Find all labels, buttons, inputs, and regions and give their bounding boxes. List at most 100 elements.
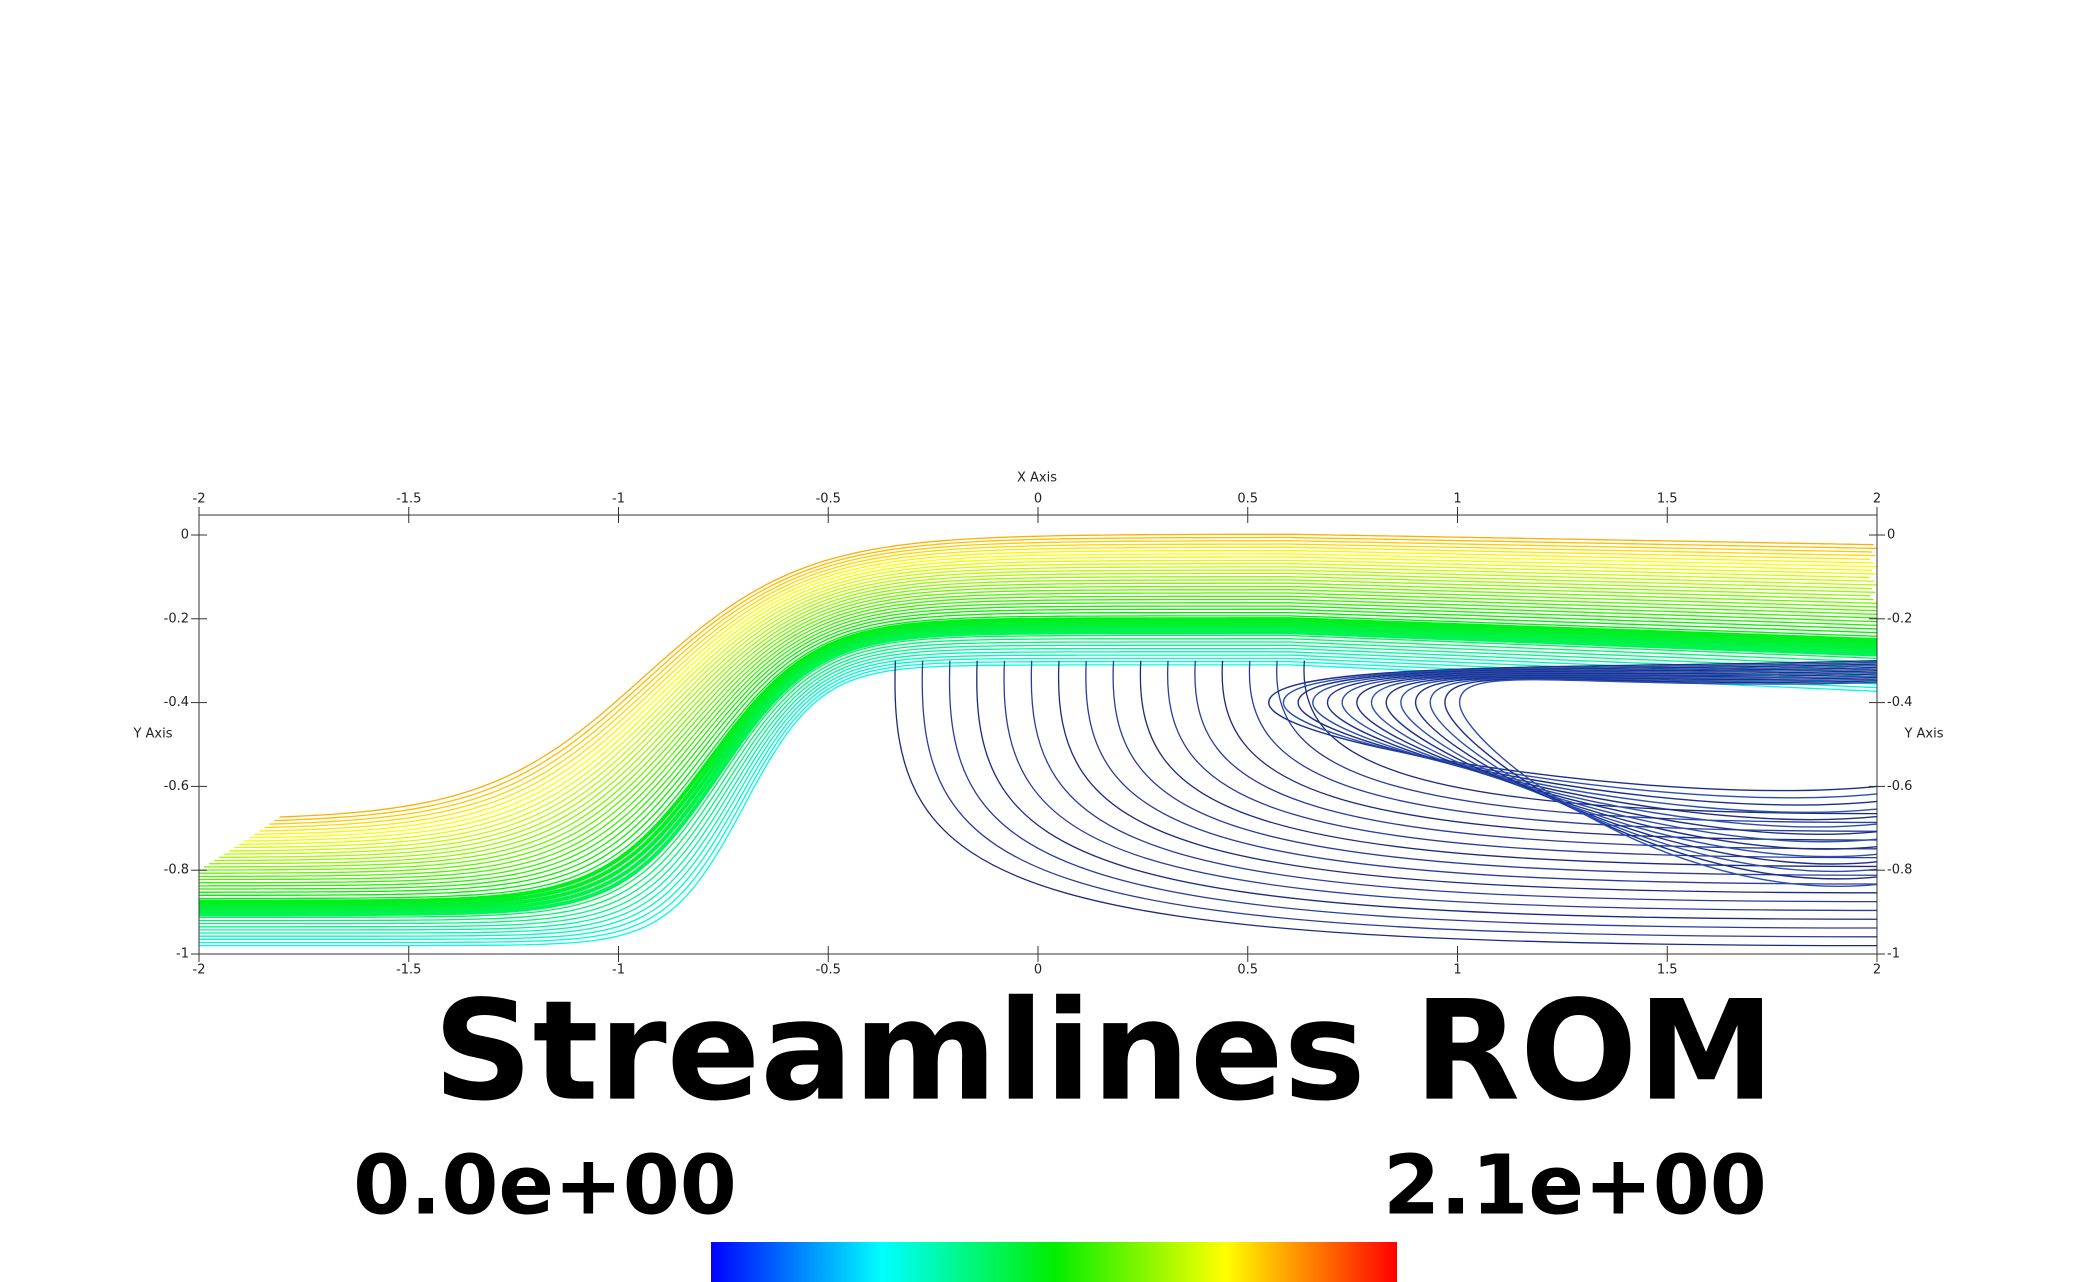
y-tick-label: -0.2 [1887,611,1912,626]
streamline [1276,660,1878,824]
streamline [214,576,1876,862]
y-tick-label: -0.6 [164,779,189,794]
streamline [976,660,1878,920]
colorbar-label: 0.0e+00 [353,1138,737,1233]
streamline [199,634,1878,918]
streamline [219,572,1873,858]
streamline [1030,660,1878,903]
streamline [1458,679,1878,887]
streamline [279,533,1874,818]
streamline [199,589,1878,874]
streamline [259,546,1871,832]
y-tick-label: 0 [1887,528,1895,543]
y-tick-label: -0.6 [1887,779,1912,794]
streamline [199,644,1878,928]
streamline [1248,660,1878,832]
streamline [1385,673,1878,850]
streamline [199,598,1878,884]
streamline [199,630,1878,917]
streamline [199,592,1878,878]
x-axis-label: X Axis [1017,471,1057,486]
streamline [199,611,1878,896]
y-tick-label: -0.8 [164,863,189,878]
streamline [229,566,1874,852]
streamline [1139,660,1878,868]
streamline [1400,675,1878,858]
streamline [1312,665,1878,813]
streamline [254,549,1874,835]
streamline [199,647,1878,931]
colorbar-label: 2.1e+00 [1383,1138,1767,1233]
x-tick-label: 2 [1873,492,1881,507]
streamline [1356,670,1878,836]
streamline [1303,660,1878,815]
y-tick-label: -0.2 [164,611,189,626]
streamline [948,660,1878,929]
streamline [199,641,1878,925]
y-tick-label: -0.4 [1887,695,1912,710]
chart-title: Streamlines ROM [433,971,1774,1132]
streamline [199,626,1878,913]
streamlines [198,533,1878,947]
x-tick-label: 0 [1034,963,1042,978]
y-tick-label: -1 [176,947,189,962]
streamline [199,623,1878,910]
x-tick-label: -1.5 [396,963,421,978]
streamline [921,660,1878,938]
streamline [224,569,1878,855]
streamline [1268,660,1878,792]
streamline [1057,660,1878,894]
streamline [1429,677,1878,872]
y-axis-label-right: Y Axis [1903,727,1943,742]
streamline [1370,671,1878,843]
streamline [239,559,1876,845]
x-tick-label: -1 [612,492,625,507]
streamline [209,579,1871,865]
x-tick-label: 2 [1873,963,1881,978]
streamline [249,553,1878,839]
streamline [199,605,1878,890]
x-tick-label: -2 [193,963,206,978]
streamline [274,536,1878,822]
streamline [1297,663,1878,806]
streamline [1085,660,1878,885]
streamline [199,617,1878,904]
streamline [234,562,1871,849]
streamline [269,540,1873,825]
streamline [894,660,1878,947]
streamline [1112,660,1878,876]
streamline [1282,661,1878,799]
streamline [199,602,1878,887]
streamline [199,608,1878,893]
x-tick-label: 1.5 [1657,492,1678,507]
streamline [1444,678,1878,880]
streamline [264,543,1876,829]
y-tick-label: -0.4 [164,695,189,710]
x-tick-label: 0.5 [1237,492,1258,507]
streamline [244,556,1873,842]
streamline [1341,668,1878,828]
x-tick-label: 1 [1453,492,1461,507]
x-tick-label: 1 [1453,963,1461,978]
streamline [199,654,1878,937]
x-tick-label: -1.5 [396,492,421,507]
y-tick-label: -1 [1887,947,1900,962]
streamline [204,582,1874,868]
streamline [199,615,1878,900]
streamline [199,638,1878,922]
x-tick-label: -0.5 [816,492,841,507]
y-tick-label: -0.8 [1887,863,1912,878]
x-tick-label: -1 [612,963,625,978]
x-tick-label: 0.5 [1237,963,1258,978]
y-axis-label: Y Axis [132,727,172,742]
x-tick-label: -0.5 [816,963,841,978]
x-tick-label: -2 [193,492,206,507]
streamline [198,595,1878,881]
streamline [1166,660,1878,859]
streamline [199,620,1878,907]
streamline [1326,666,1878,821]
x-tick-label: 0 [1034,492,1042,507]
y-tick-label: 0 [181,528,189,543]
colorbar [711,1242,1397,1282]
